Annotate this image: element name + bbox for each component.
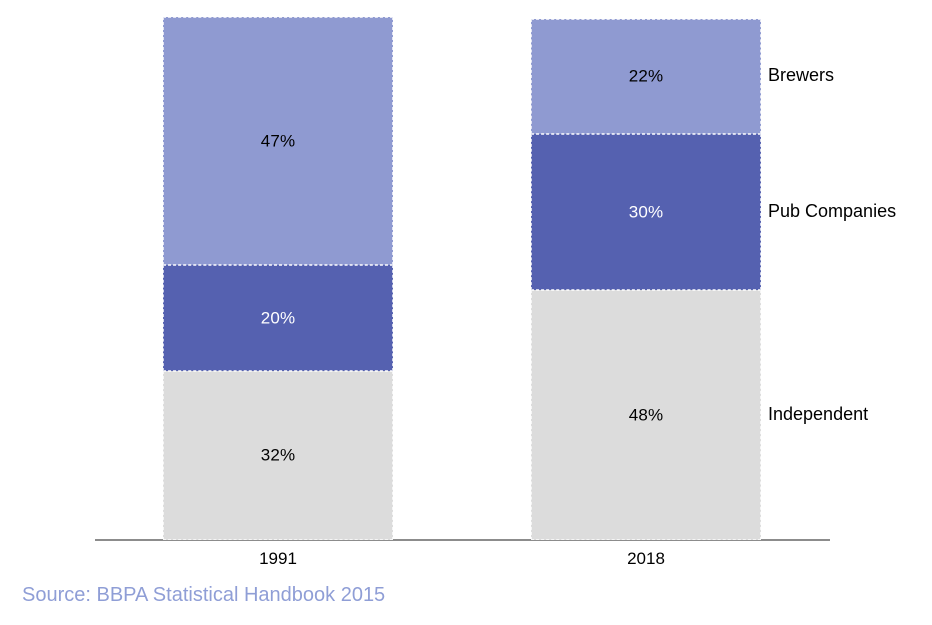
source-caption: Source: BBPA Statistical Handbook 2015 [22, 584, 386, 606]
segment-value-label: 22% [628, 66, 664, 86]
segment-brewers-2018: 22% [531, 19, 761, 134]
segment-value-label: 48% [628, 405, 664, 425]
series-label-independent: Independent [768, 404, 869, 425]
series-label-pub-companies: Pub Companies [768, 200, 897, 221]
stacked-bar-2018: 22% 30% 48% [531, 19, 761, 540]
x-tick-label-1991: 1991 [259, 549, 297, 568]
segment-brewers-1991: 47% [163, 17, 393, 266]
segment-value-label: 47% [260, 131, 296, 151]
segment-value-label: 32% [260, 445, 296, 465]
segment-pub-companies-1991: 20% [163, 265, 393, 371]
stacked-bar-1991: 47% 20% 32% [163, 17, 393, 540]
series-label-brewers: Brewers [768, 65, 835, 86]
segment-value-label: 20% [260, 308, 296, 328]
segment-independent-1991: 32% [163, 370, 393, 540]
segment-value-label: 30% [628, 202, 664, 222]
segment-independent-2018: 48% [531, 289, 761, 540]
x-axis-line [95, 539, 830, 541]
x-tick-label-2018: 2018 [627, 549, 665, 568]
segment-pub-companies-2018: 30% [531, 133, 761, 290]
